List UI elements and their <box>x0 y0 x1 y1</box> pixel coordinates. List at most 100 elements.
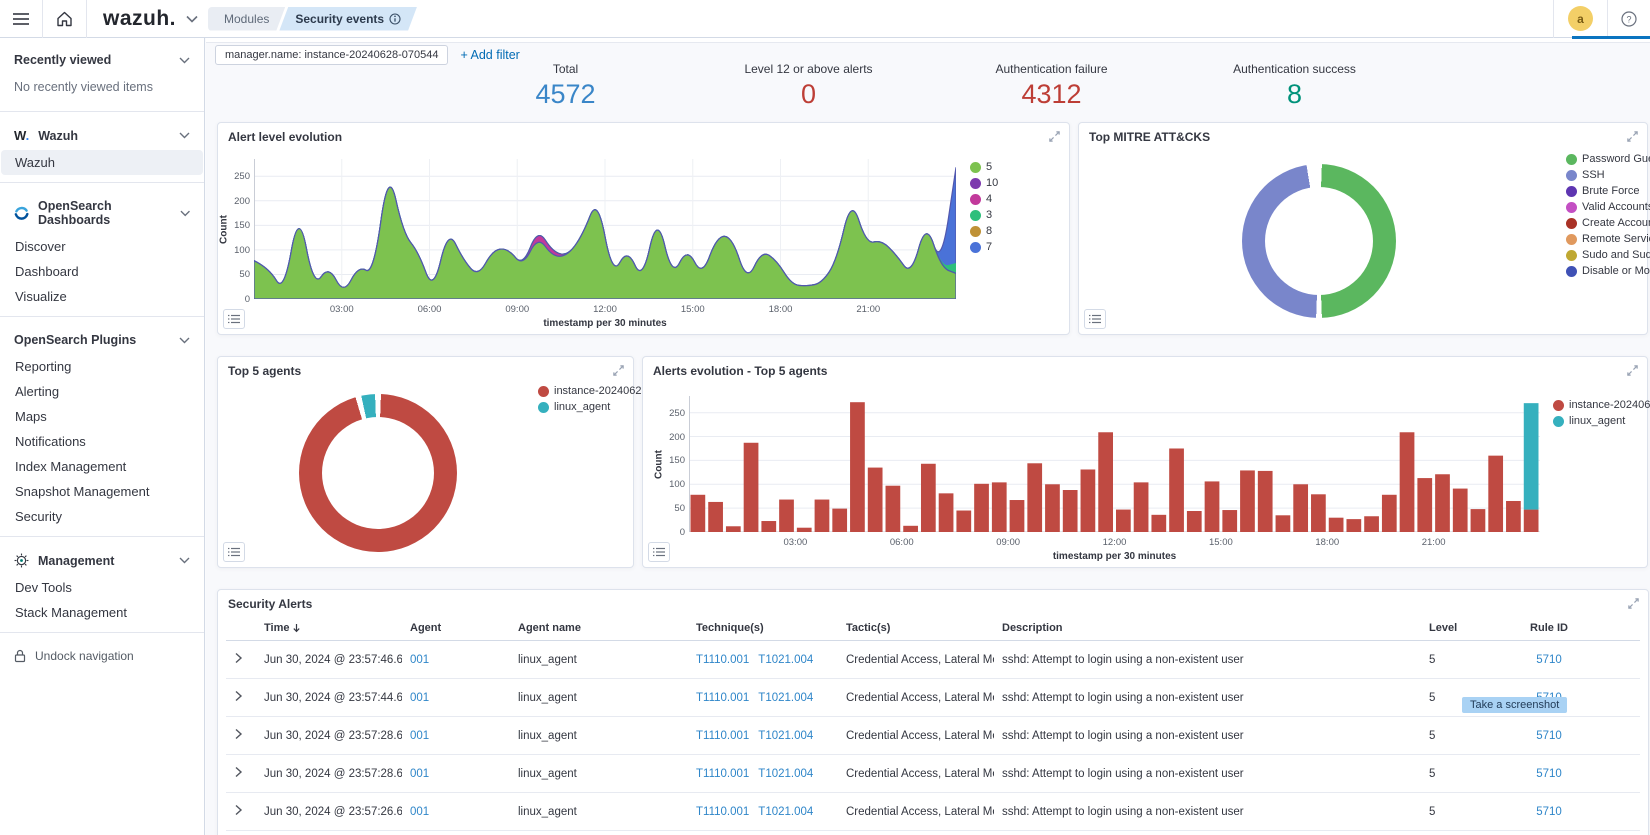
technique-link[interactable]: T1110.001 <box>696 691 750 704</box>
legend-item-linux-agent[interactable]: linux_agent <box>538 401 660 413</box>
panel-title: Top 5 agents <box>228 364 302 378</box>
legend-item-10[interactable]: 10 <box>970 177 998 189</box>
rule-id-link[interactable]: 5710 <box>1536 653 1562 666</box>
expand-panel-icon[interactable] <box>1626 364 1639 382</box>
agent-link[interactable]: 001 <box>410 729 430 742</box>
sidebar-item-dashboard[interactable]: Dashboard <box>15 264 79 279</box>
expand-panel-icon[interactable] <box>1626 130 1639 148</box>
sidebar-section-plugins[interactable]: OpenSearch Plugins <box>0 324 204 354</box>
info-icon[interactable] <box>389 13 401 25</box>
x-axis-tick-label: 15:00 <box>680 304 705 315</box>
legend-item-sudo-and-sudo-cac-[interactable]: Sudo and Sudo Cac... <box>1566 249 1650 261</box>
filter-pill-manager-name[interactable]: manager.name: instance-20240628-070544 <box>215 45 449 65</box>
legend-item-7[interactable]: 7 <box>970 241 998 253</box>
app-switcher-chevron[interactable] <box>184 0 208 38</box>
legend-item-valid-accounts[interactable]: Valid Accounts <box>1566 201 1650 213</box>
row-expander-button[interactable] <box>226 804 256 819</box>
legend-item-instance-20240628-[interactable]: instance-20240628-... <box>538 385 660 397</box>
technique-link[interactable]: T1110.001 <box>696 767 750 780</box>
sidebar-section-recent[interactable]: Recently viewed <box>0 44 204 74</box>
sidebar-item-alerting[interactable]: Alerting <box>15 384 60 399</box>
home-button[interactable] <box>43 0 86 38</box>
legend-item-5[interactable]: 5 <box>970 161 998 173</box>
column-header-level[interactable]: Level <box>1421 622 1499 634</box>
legend-item-8[interactable]: 8 <box>970 225 998 237</box>
legend-item-instance-20240628-[interactable]: instance-20240628... <box>1553 399 1650 411</box>
technique-link[interactable]: T1021.004 <box>758 767 814 780</box>
sidebar-section-osd[interactable]: OpenSearch Dashboards <box>0 190 204 234</box>
expand-panel-icon[interactable] <box>612 364 625 382</box>
agent-link[interactable]: 001 <box>410 653 430 666</box>
technique-link[interactable]: T1021.004 <box>758 691 814 704</box>
stat-value: 8 <box>1286 79 1303 109</box>
agent-link[interactable]: 001 <box>410 767 430 780</box>
legend-item-4[interactable]: 4 <box>970 193 998 205</box>
legend-label: Disable or Modify T... <box>1582 265 1650 277</box>
legend-item-create-account[interactable]: Create Account <box>1566 217 1650 229</box>
sidebar-section-wazuh[interactable]: W. Wazuh <box>0 119 204 150</box>
sidebar-item-stack-management[interactable]: Stack Management <box>15 605 128 620</box>
wazuh-logo[interactable]: wazuh. <box>87 7 184 31</box>
column-header-rule-id[interactable]: Rule ID <box>1499 622 1599 634</box>
technique-link[interactable]: T1110.001 <box>696 653 750 666</box>
undock-navigation-button[interactable]: Undock navigation <box>0 640 204 672</box>
technique-link[interactable]: T1110.001 <box>696 729 750 742</box>
sidebar-item-reporting[interactable]: Reporting <box>15 359 72 374</box>
technique-link[interactable]: T1021.004 <box>758 805 814 818</box>
sidebar-item-security[interactable]: Security <box>15 509 62 524</box>
sidebar-item-wazuh[interactable]: Wazuh <box>1 150 203 175</box>
technique-link[interactable]: T1021.004 <box>758 653 814 666</box>
row-expander-button[interactable] <box>226 728 256 743</box>
sidebar-item-index-management[interactable]: Index Management <box>15 459 127 474</box>
rule-id-link[interactable]: 5710 <box>1536 729 1562 742</box>
sidebar-section-mgmt[interactable]: Management <box>0 544 204 575</box>
bar-chart-plot[interactable] <box>689 396 1540 532</box>
technique-link[interactable]: T1021.004 <box>758 729 814 742</box>
add-filter-button[interactable]: + Add filter <box>460 48 520 62</box>
sidebar-item-visualize[interactable]: Visualize <box>15 289 67 304</box>
bar-instance-20240628... <box>1435 474 1450 532</box>
legend-item-linux-agent[interactable]: linux_agent <box>1553 415 1650 427</box>
donut-top-mitre-attacks[interactable] <box>1242 164 1396 318</box>
agent-link[interactable]: 001 <box>410 805 430 818</box>
legend-item-password-guessing[interactable]: Password Guessing <box>1566 153 1650 165</box>
technique-link[interactable]: T1110.001 <box>696 805 750 818</box>
agent-link[interactable]: 001 <box>410 691 430 704</box>
row-expander-button[interactable] <box>226 690 256 705</box>
legend-toggle-button[interactable] <box>223 542 245 562</box>
column-header-technique-s-[interactable]: Technique(s) <box>688 622 838 634</box>
legend-item-3[interactable]: 3 <box>970 209 998 221</box>
column-header-agent[interactable]: Agent <box>402 622 510 634</box>
legend-toggle-button[interactable] <box>223 309 245 329</box>
legend-item-remote-services[interactable]: Remote Services <box>1566 233 1650 245</box>
avatar[interactable]: a <box>1568 6 1593 31</box>
area-chart-plot[interactable] <box>254 159 956 299</box>
row-expander-button[interactable] <box>226 652 256 667</box>
legend-toggle-button[interactable] <box>648 542 670 562</box>
donut-top-5-agents[interactable] <box>299 394 457 552</box>
sidebar-item-dev-tools[interactable]: Dev Tools <box>15 580 72 595</box>
sidebar-item-notifications[interactable]: Notifications <box>15 434 86 449</box>
x-axis-tick-label: 06:00 <box>889 537 914 548</box>
sidebar-section-title: OpenSearch Plugins <box>14 333 137 347</box>
sidebar-item-snapshot-management[interactable]: Snapshot Management <box>15 484 150 499</box>
column-header-agent-name[interactable]: Agent name <box>510 622 688 634</box>
row-expander-button[interactable] <box>226 766 256 781</box>
sidebar-item-discover[interactable]: Discover <box>15 239 66 254</box>
expand-panel-icon[interactable] <box>1048 130 1061 148</box>
legend-item-ssh[interactable]: SSH <box>1566 169 1650 181</box>
legend-item-disable-or-modify-t-[interactable]: Disable or Modify T... <box>1566 265 1650 277</box>
legend-toggle-button[interactable] <box>1084 309 1106 329</box>
breadcrumb-security-events[interactable]: Security events <box>279 7 417 31</box>
column-header-description[interactable]: Description <box>994 622 1421 634</box>
column-header-tactic-s-[interactable]: Tactic(s) <box>838 622 994 634</box>
column-header-time[interactable]: Time <box>256 622 402 634</box>
sidebar-item-maps[interactable]: Maps <box>15 409 47 424</box>
rule-id-link[interactable]: 5710 <box>1536 767 1562 780</box>
rule-id-link[interactable]: 5710 <box>1536 805 1562 818</box>
breadcrumb-modules[interactable]: Modules <box>208 7 285 31</box>
help-button[interactable]: ? <box>1608 0 1650 38</box>
menu-button[interactable] <box>0 0 42 38</box>
expand-panel-icon[interactable] <box>1627 597 1640 615</box>
legend-item-brute-force[interactable]: Brute Force <box>1566 185 1650 197</box>
